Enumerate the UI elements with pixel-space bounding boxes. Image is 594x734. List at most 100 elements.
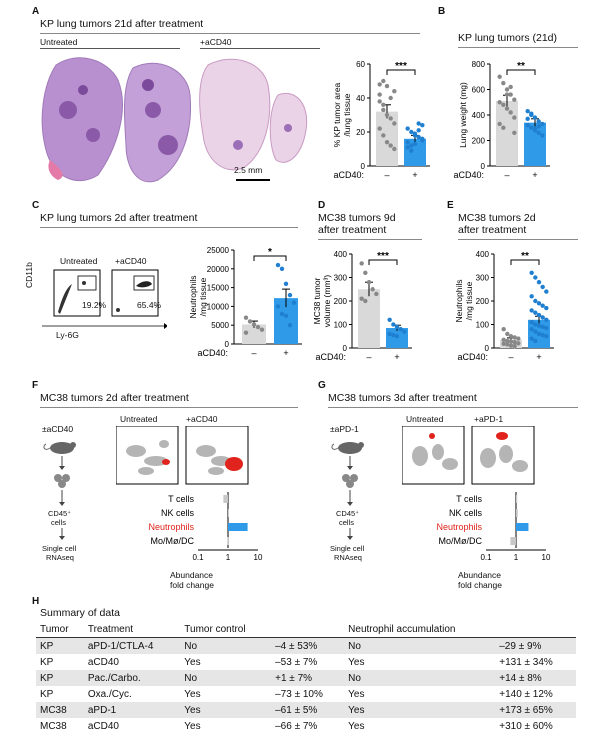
data-point <box>529 294 534 299</box>
panel-label-c: C <box>32 200 40 211</box>
y-tick-label: 200 <box>472 137 486 146</box>
y-axis-label: /mg tissue <box>464 281 474 320</box>
x-tick-label: + <box>394 352 399 362</box>
y-axis-label: /mg tissue <box>198 277 208 316</box>
y-axis-label: MC38 tumor <box>312 277 322 324</box>
workflow-diagram-f <box>43 442 76 540</box>
data-point <box>529 125 534 130</box>
data-point <box>394 324 400 330</box>
gate-untreated: 19.2% <box>82 300 107 310</box>
panel-d-title-1: MC38 tumors 9d <box>318 212 396 224</box>
x-tick-label: + <box>412 170 417 180</box>
g-umap-plots <box>402 426 535 485</box>
chart-c: 0 5000 10000 15000 20000 25000 * aCD40: – + Neutro… <box>188 246 302 358</box>
g-seq-label-1: Single cell <box>330 544 365 553</box>
panel-label-b: B <box>438 6 446 17</box>
data-point <box>420 138 425 143</box>
flow-plot-treated <box>111 269 159 317</box>
y-tick-label: 20 <box>356 128 365 137</box>
he-histology-images <box>41 57 308 183</box>
table-cell: Yes <box>348 656 365 668</box>
y-tick-label: 0 <box>225 340 230 349</box>
he-untreated-lung <box>41 57 191 183</box>
divider <box>318 239 422 240</box>
y-axis-label: volume (mm³) <box>322 275 332 328</box>
flow-label-untreated: Untreated <box>60 256 98 266</box>
y-tick-label: 5000 <box>211 321 229 330</box>
significance-bracket <box>506 69 536 75</box>
x-tick-label: 1 <box>226 553 231 562</box>
panel-g-title: MC38 tumors 3d after treatment <box>328 392 477 404</box>
g-xlabel-1: Abundance <box>458 570 502 580</box>
column-header: Neutrophil accumulation <box>344 621 496 638</box>
data-point <box>512 130 517 136</box>
panel-label-e: E <box>447 200 454 211</box>
data-point <box>536 130 541 136</box>
data-point <box>416 128 421 133</box>
x-axis-label: aCD40: <box>315 352 346 362</box>
data-point <box>504 106 510 111</box>
data-point <box>243 315 249 320</box>
data-point <box>540 133 545 138</box>
label-untreated: Untreated <box>40 37 78 47</box>
panel-a-title: KP lung tumors 21d after treatment <box>40 18 204 30</box>
table-cell: Yes <box>180 702 272 718</box>
divider <box>40 33 420 34</box>
significance-bracket <box>253 255 287 261</box>
data-point <box>392 146 397 152</box>
he-treated-lung <box>199 58 308 171</box>
data-point <box>540 121 545 127</box>
data-point <box>540 284 545 290</box>
data-point <box>540 315 545 320</box>
category-label: T cells <box>456 494 482 504</box>
data-point <box>370 287 375 292</box>
panel-label-g: G <box>318 380 326 391</box>
category-label: Neutrophils <box>148 522 194 532</box>
category-label: NK cells <box>161 508 195 518</box>
x-axis-label: aCD40: <box>197 348 228 358</box>
data-point <box>508 92 513 97</box>
data-point <box>287 292 293 298</box>
f-umap-untreated-label: Untreated <box>120 414 158 424</box>
table-cell: aPD-1/CTLA-4 <box>83 637 181 654</box>
data-point <box>508 334 514 339</box>
significance-label: * <box>268 247 272 258</box>
data-point <box>392 121 397 126</box>
table-cell: Yes <box>184 720 201 732</box>
bar <box>516 509 518 517</box>
f-cells-label: CD45⁺ <box>48 509 72 518</box>
category-label: Mo/Mø/DC <box>151 536 195 546</box>
data-point <box>416 121 421 126</box>
f-cells-label-2: cells <box>51 518 67 527</box>
table-cell: Yes <box>348 720 365 732</box>
data-point <box>391 322 396 327</box>
table-cell: KP <box>40 688 54 700</box>
data-point <box>251 322 257 327</box>
g-treatment: ±aPD-1 <box>330 424 359 434</box>
panel-label-f: F <box>32 380 39 391</box>
data-point <box>374 291 379 297</box>
table-cell: –4 ± 53% <box>271 637 345 654</box>
y-tick-label: 0 <box>343 344 348 353</box>
f-xlabel-2: fold change <box>170 580 214 590</box>
table-cell: –73 ± 10% <box>275 688 323 700</box>
x-tick-label: – <box>384 170 389 180</box>
bar <box>223 495 228 503</box>
y-tick-label: 0 <box>481 162 486 171</box>
data-point <box>381 133 386 138</box>
data-point <box>532 115 538 120</box>
data-point <box>409 129 414 135</box>
data-point <box>533 322 538 327</box>
data-point <box>536 323 542 328</box>
data-point <box>504 92 510 97</box>
data-point <box>275 262 281 268</box>
table-row: KP aPD-1/CTLA-4 No –4 ± 53% No –29 ± 9% <box>36 637 576 654</box>
table-cell: MC38 <box>40 720 67 732</box>
data-point <box>497 121 502 127</box>
table-cell: +173 ± 65% <box>495 702 576 718</box>
data-point <box>512 339 517 345</box>
x-tick-label: – <box>251 348 256 358</box>
y-axis-label: Neutrophils <box>454 280 464 323</box>
table-row: MC38 aPD-1 Yes –61 ± 5% Yes +173 ± 65% <box>36 702 576 718</box>
gate-treated: 65.4% <box>137 300 162 310</box>
